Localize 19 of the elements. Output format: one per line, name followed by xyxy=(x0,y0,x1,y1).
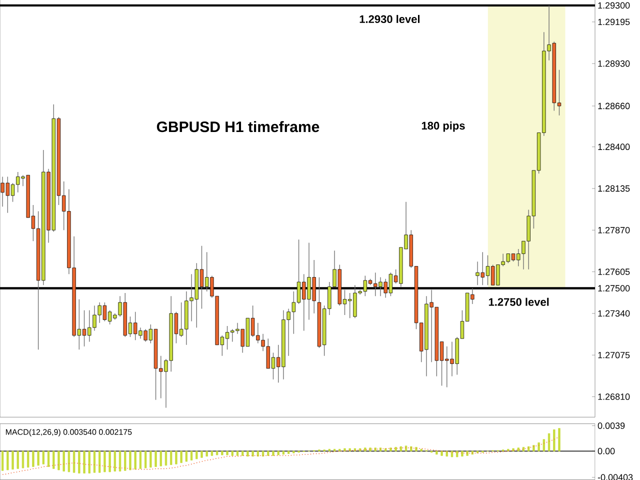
annotation: 180 pips xyxy=(422,122,465,132)
y-tick-label: 1.28660 xyxy=(598,102,630,110)
y-tick-label: 1.27075 xyxy=(598,352,630,358)
y-tick-label: 1.27340 xyxy=(598,310,630,317)
y-tick-label: 1.26810 xyxy=(598,394,630,400)
y-tick-label: 0.00 xyxy=(598,448,615,454)
y-tick-label: 1.28400 xyxy=(598,144,630,150)
text: MACD(12,26,9) 0.003540 0.002175 xyxy=(6,428,132,436)
y-tick-label: 1.27870 xyxy=(598,226,630,234)
y-tick-label: 1.27500 xyxy=(598,285,630,292)
text: GBPUSD H1 timeframe xyxy=(156,121,320,132)
y-tick-label: 1.29300 xyxy=(598,2,630,9)
ref-line-label: 1.2930 level xyxy=(360,14,420,24)
y-tick-label: 1.28930 xyxy=(598,60,630,67)
y-tick-label: 1.28135 xyxy=(598,185,630,192)
ref-line-label: 1.2750 level xyxy=(488,298,549,306)
y-tick-label: 1.29195 xyxy=(598,18,630,26)
y-tick-label: 0.0039 xyxy=(598,422,625,429)
y-tick-label: 1.27605 xyxy=(598,268,630,275)
